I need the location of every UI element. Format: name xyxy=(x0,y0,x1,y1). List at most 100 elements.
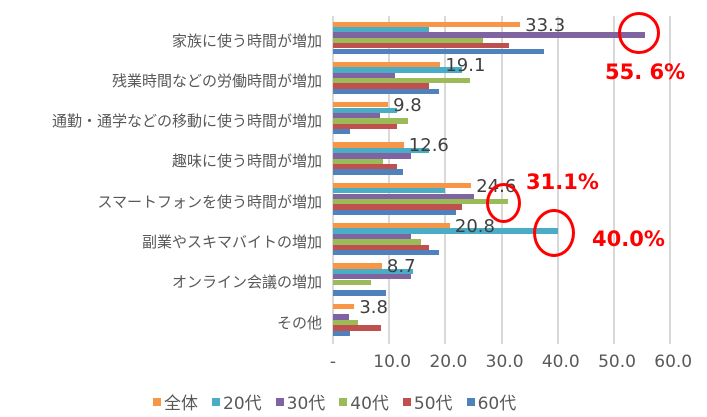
legend-label: 50代 xyxy=(413,394,453,414)
legend-item: 全体 xyxy=(153,389,198,414)
data-label: 20.8 xyxy=(454,216,495,237)
bar-40代 xyxy=(333,158,384,164)
legend-item: 40代 xyxy=(339,389,389,414)
category-label: 趣味に使う時間が増加 xyxy=(171,152,322,171)
bar-60代 xyxy=(333,209,457,216)
bar-20代 xyxy=(333,26,430,33)
data-label: 9.8 xyxy=(393,95,422,117)
category-label: 残業時間などの労働時間が増加 xyxy=(111,71,322,90)
bar-40代 xyxy=(333,279,371,285)
legend-swatch xyxy=(153,397,161,406)
bar-30代 xyxy=(333,314,349,320)
bar-50代 xyxy=(333,123,398,130)
bar-30代 xyxy=(333,153,412,159)
x-tick-label: 20.0 xyxy=(429,352,468,372)
x-tick-label: 30.0 xyxy=(485,352,524,372)
legend-swatch xyxy=(466,397,475,406)
legend-swatch xyxy=(339,397,348,406)
bar-50代 xyxy=(333,83,430,89)
bar-60代 xyxy=(333,169,404,175)
gridline xyxy=(444,16,447,344)
bar-全体 xyxy=(333,102,389,108)
bar-全体 xyxy=(333,61,441,68)
bar-全体 xyxy=(333,223,450,229)
data-label: 3.8 xyxy=(359,296,388,318)
bar-30代 xyxy=(333,193,474,199)
bar-60代 xyxy=(333,129,351,135)
legend-item: 50代 xyxy=(402,389,453,414)
bar-40代 xyxy=(333,118,408,124)
bar-20代 xyxy=(333,268,414,275)
annotation-label: 55. 6% xyxy=(605,60,686,84)
gridline xyxy=(332,16,334,344)
gridline xyxy=(613,16,615,344)
x-tick-label: 60.0 xyxy=(654,352,693,372)
category-label: 通勤・通学などの移動に使う時間が増加 xyxy=(51,112,322,131)
bar-60代 xyxy=(333,290,386,296)
highlight-circle xyxy=(533,209,575,257)
category-label: オンライン会議の増加 xyxy=(171,273,322,292)
bar-20代 xyxy=(333,107,398,113)
legend-swatch xyxy=(212,397,220,406)
bar-50代 xyxy=(333,204,462,210)
legend-label: 20代 xyxy=(223,394,262,414)
bar-全体 xyxy=(333,263,382,269)
legend-label: 全体 xyxy=(164,394,198,414)
gridline xyxy=(669,16,672,344)
bar-20代 xyxy=(333,67,462,73)
bar-全体 xyxy=(333,142,404,148)
legend-swatch xyxy=(402,397,411,406)
category-label: スマートフォンを使う時間が増加 xyxy=(97,192,322,211)
data-label: 8.7 xyxy=(386,256,416,278)
bar-40代 xyxy=(333,37,484,44)
bar-30代 xyxy=(333,233,412,240)
x-tick-label: 10.0 xyxy=(373,352,412,372)
bar-40代 xyxy=(333,198,508,205)
legend-label: 40代 xyxy=(350,394,389,414)
category-label: 副業やスキマバイトの増加 xyxy=(141,233,322,251)
bar-50代 xyxy=(333,325,382,331)
highlight-circle xyxy=(618,12,660,54)
x-tick-label: 40.0 xyxy=(541,352,580,372)
annotation-label: 40.0% xyxy=(592,227,665,251)
bar-40代 xyxy=(333,319,358,326)
bar-30代 xyxy=(333,32,646,38)
bar-50代 xyxy=(333,244,430,250)
legend-item: 60代 xyxy=(466,389,517,414)
bar-60代 xyxy=(333,250,439,256)
gridline xyxy=(388,16,391,344)
category-label: その他 xyxy=(276,313,322,332)
bar-30代 xyxy=(333,274,412,280)
data-label: 33.3 xyxy=(525,14,566,36)
bar-30代 xyxy=(333,112,380,119)
gridline xyxy=(500,16,503,344)
x-tick-label: - xyxy=(329,352,337,372)
bar-60代 xyxy=(333,48,544,54)
bar-60代 xyxy=(333,88,439,95)
bar-40代 xyxy=(333,78,471,84)
bar-全体 xyxy=(333,21,521,27)
legend-item: 30代 xyxy=(275,389,326,414)
bar-60代 xyxy=(333,330,351,336)
bar-全体 xyxy=(333,182,472,189)
annotation-label: 31.1% xyxy=(526,170,599,194)
data-label: 19.1 xyxy=(445,54,486,76)
highlight-circle xyxy=(486,183,521,223)
bar-30代 xyxy=(333,72,396,78)
category-label: 家族に使う時間が増加 xyxy=(171,31,322,50)
legend-label: 60代 xyxy=(477,394,517,414)
bar-40代 xyxy=(333,239,421,245)
bar-20代 xyxy=(333,228,558,234)
legend-item: 20代 xyxy=(212,389,262,414)
gridline xyxy=(556,16,559,344)
legend-label: 30代 xyxy=(286,394,326,414)
bar-50代 xyxy=(333,43,510,49)
bar-20代 xyxy=(333,188,446,194)
data-label: 12.6 xyxy=(408,135,449,157)
x-tick-label: 50.0 xyxy=(598,352,636,372)
bar-20代 xyxy=(333,147,430,154)
bar-50代 xyxy=(333,164,398,170)
bar-全体 xyxy=(333,303,355,309)
legend-swatch xyxy=(275,397,284,406)
legend: 全体 20代 30代 40代 50代 60代 xyxy=(153,389,516,414)
